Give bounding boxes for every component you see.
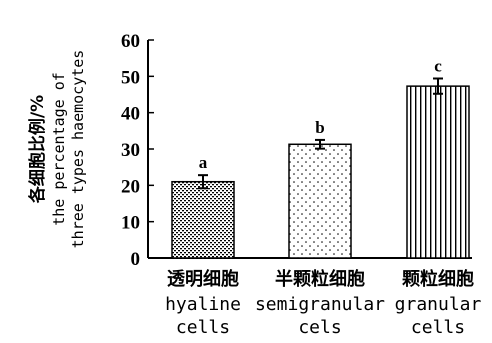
x-tick-label-zh: 透明细胞 — [167, 268, 239, 290]
x-tick-label-zh: 颗粒细胞 — [402, 268, 474, 290]
x-tick-label-zh: 半颗粒细胞 — [275, 268, 365, 290]
y-axis-title: 各细胞比例/% the percentage of three types ha… — [27, 50, 87, 249]
x-tick-label-en-line2: cells — [176, 317, 230, 338]
significance-label: b — [315, 118, 324, 137]
x-tick-label-en-line1: semigranular — [255, 294, 385, 315]
y-tick-label: 40 — [121, 104, 140, 125]
y-ticks: 0 10 20 30 40 50 60 — [121, 31, 154, 270]
y-tick-label: 30 — [121, 140, 140, 161]
y-tick-label: 60 — [121, 31, 140, 52]
bar — [171, 180, 235, 259]
x-tick-label-en-line1: hyaline — [165, 294, 241, 315]
y-tick-label: 20 — [121, 176, 140, 197]
y-axis-title-en-line2: three types haemocytes — [69, 50, 87, 249]
x-tick-label-en-line1: granular — [395, 294, 482, 315]
y-axis-title-zh: 各细胞比例/% — [27, 95, 48, 204]
bar — [288, 143, 352, 259]
significance-label: a — [199, 153, 208, 172]
y-tick-label: 0 — [131, 249, 141, 270]
y-tick-label: 10 — [121, 213, 140, 234]
significance-label: c — [434, 57, 442, 76]
x-tick-label-en-line2: cels — [298, 317, 341, 338]
y-tick-label: 50 — [121, 67, 140, 88]
bars: a b c — [171, 57, 470, 259]
x-tick-label-en-line2: cells — [411, 317, 465, 338]
y-axis-title-en-line1: the percentage of — [50, 72, 68, 226]
bar — [406, 85, 470, 259]
x-tick-labels: 透明细胞hyalinecells半颗粒细胞semigranularcels颗粒细… — [165, 268, 481, 338]
